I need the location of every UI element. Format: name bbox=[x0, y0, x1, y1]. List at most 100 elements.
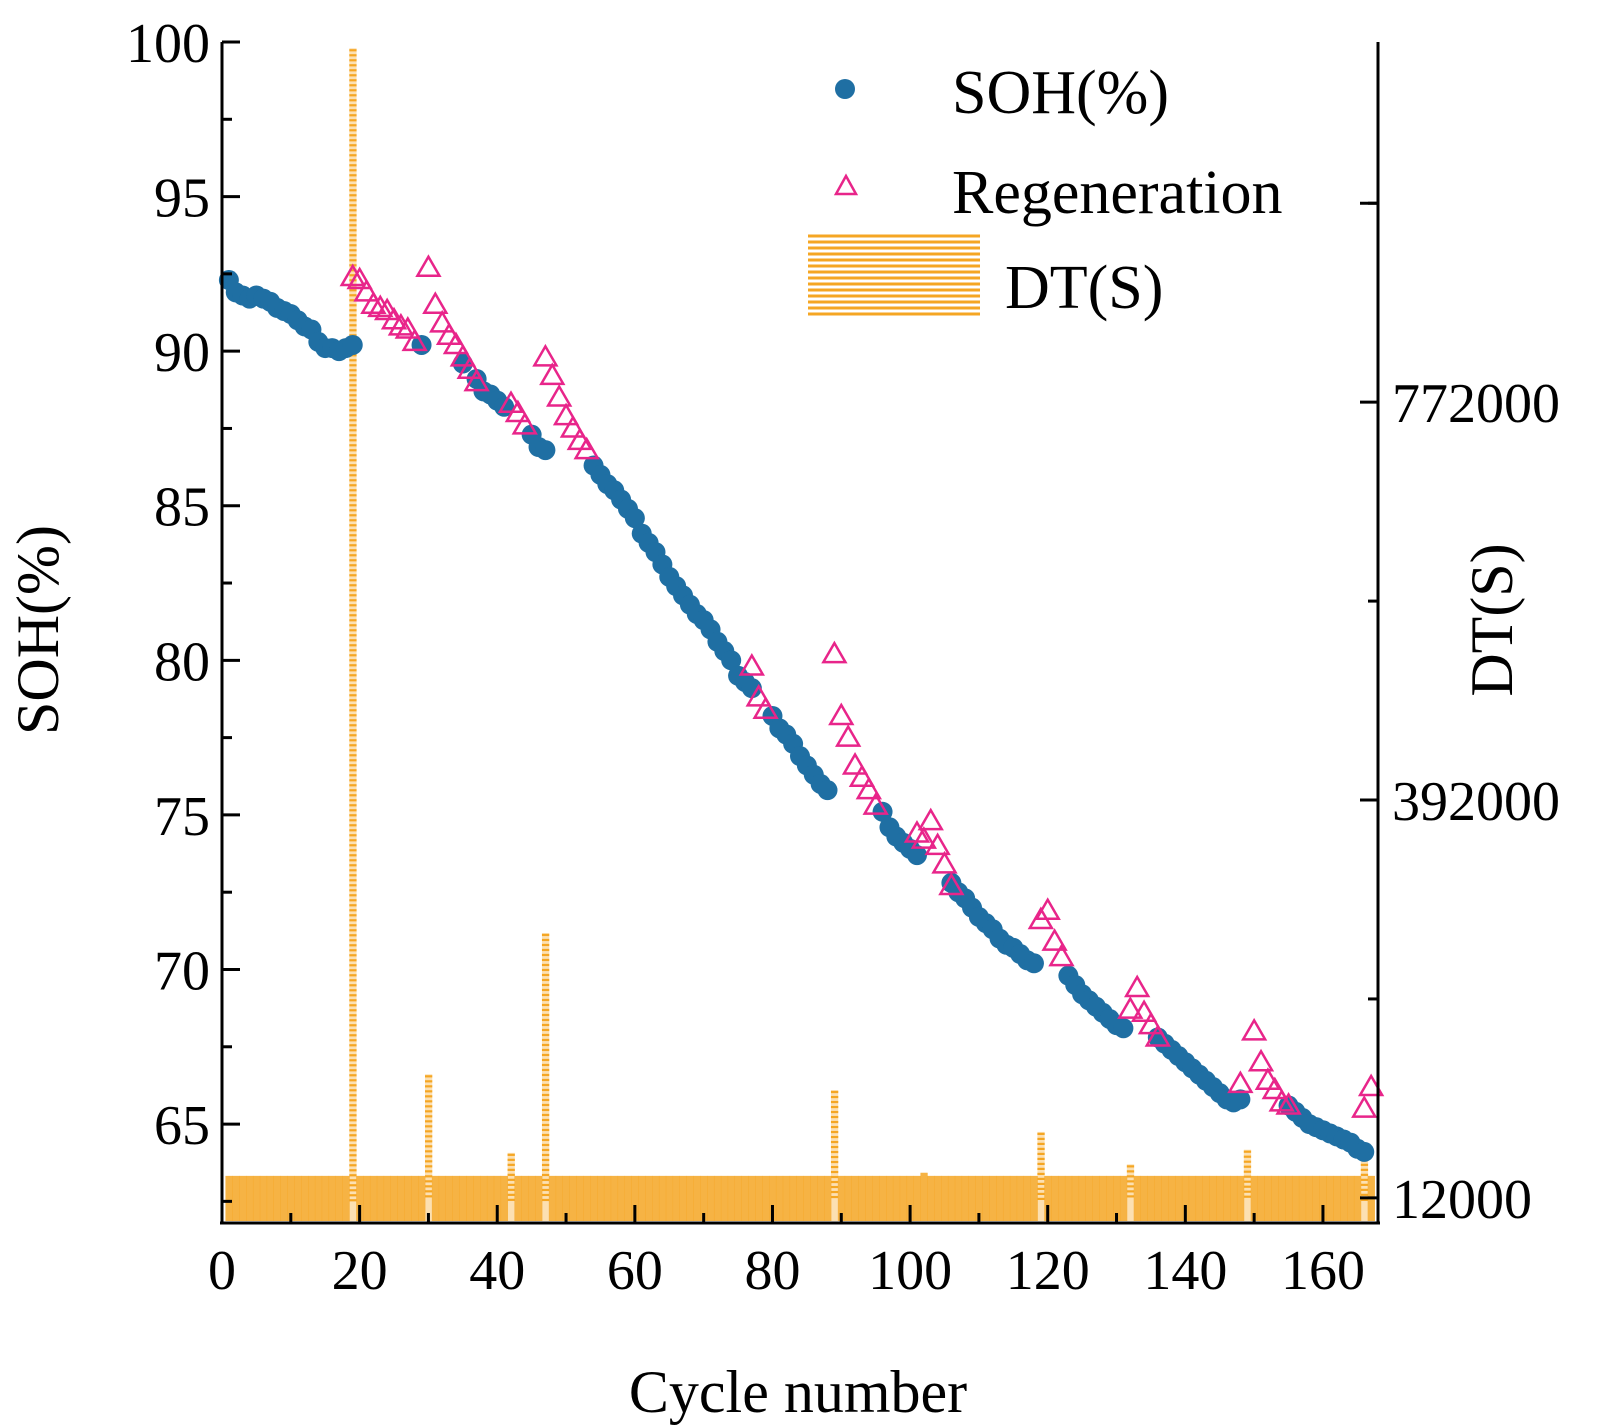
dt-bar bbox=[1209, 1175, 1217, 1221]
soh-point bbox=[1023, 953, 1044, 974]
dt-bar bbox=[1044, 1175, 1052, 1221]
dt-bar bbox=[314, 1175, 323, 1221]
dt-bar bbox=[1099, 1175, 1107, 1221]
dt-bar bbox=[308, 1175, 316, 1221]
dt-bar bbox=[686, 1175, 694, 1221]
regeneration-point bbox=[1227, 1070, 1254, 1094]
dt-bar bbox=[541, 932, 550, 1221]
regeneration-point bbox=[353, 278, 380, 302]
dt-bar bbox=[466, 1175, 474, 1221]
regeneration-point bbox=[938, 872, 965, 896]
dt-bar bbox=[597, 1175, 605, 1221]
legend-soh-label: SOH(%) bbox=[952, 59, 1169, 127]
dt-bar bbox=[1058, 1175, 1066, 1221]
regeneration-point bbox=[821, 640, 848, 664]
dt-bar bbox=[356, 1175, 364, 1221]
regeneration-point bbox=[456, 356, 483, 379]
dt-bar bbox=[947, 1175, 956, 1221]
regeneration-point bbox=[910, 826, 938, 849]
y-tick-label: 70 bbox=[154, 940, 210, 1002]
dt-bar bbox=[1113, 1175, 1121, 1221]
dt-bar bbox=[1360, 1152, 1369, 1221]
dt-bar bbox=[404, 1175, 412, 1221]
regeneration-point bbox=[1130, 999, 1158, 1023]
x-axis-title: Cycle number bbox=[629, 1359, 967, 1425]
dt-bar bbox=[431, 1175, 440, 1221]
dt-bars-layer bbox=[225, 48, 1375, 1221]
dt-bar bbox=[707, 1175, 715, 1221]
y-tick-label: 80 bbox=[154, 631, 210, 693]
dt-bar bbox=[569, 1175, 577, 1221]
dt-bar bbox=[480, 1175, 488, 1221]
regeneration-point bbox=[855, 776, 882, 800]
dt-bar bbox=[335, 1175, 343, 1221]
dt-bar bbox=[755, 1175, 763, 1221]
dt-bar bbox=[1071, 1175, 1080, 1221]
dt-bar bbox=[1009, 1175, 1018, 1221]
dt-bar bbox=[748, 1175, 756, 1221]
soh-point bbox=[741, 678, 762, 699]
regeneration-point bbox=[346, 266, 373, 290]
dt-bar bbox=[225, 1175, 233, 1221]
dt-bar bbox=[514, 1175, 522, 1221]
dt-bar bbox=[239, 1175, 247, 1221]
dt-bar-hatch bbox=[349, 49, 357, 1202]
dt-bar bbox=[1285, 1175, 1293, 1221]
dt-bar bbox=[1333, 1175, 1341, 1221]
dt-bar bbox=[1195, 1175, 1203, 1221]
dt-bar bbox=[452, 1175, 460, 1221]
dt-bar bbox=[610, 1175, 619, 1221]
soh-point bbox=[1354, 1141, 1375, 1162]
dt-bar bbox=[328, 1175, 336, 1221]
regeneration-point bbox=[422, 291, 449, 315]
x-tick-label: 120 bbox=[1006, 1240, 1090, 1302]
dt-bar bbox=[934, 1175, 942, 1221]
dt-bar bbox=[665, 1175, 674, 1221]
legend-soh-marker bbox=[835, 79, 855, 99]
regeneration-point bbox=[828, 702, 855, 726]
dt-bar bbox=[273, 1175, 281, 1221]
dt-bar bbox=[1085, 1175, 1093, 1221]
dt-bar bbox=[679, 1175, 687, 1221]
regeneration-point bbox=[1268, 1088, 1295, 1112]
dt-bar bbox=[528, 1175, 536, 1221]
dt-bar bbox=[1257, 1175, 1265, 1221]
dt-bar bbox=[246, 1175, 254, 1221]
y2-tick-label: 772000 bbox=[1392, 373, 1560, 435]
dt-bar bbox=[879, 1175, 887, 1221]
dt-bar bbox=[521, 1175, 529, 1221]
dt-bar bbox=[603, 1175, 612, 1221]
dt-bar bbox=[266, 1175, 275, 1221]
dt-bar bbox=[424, 1074, 433, 1221]
dt-bar bbox=[1230, 1175, 1238, 1221]
dt-bar bbox=[535, 1175, 543, 1221]
dt-bar bbox=[1353, 1175, 1362, 1221]
dt-bar bbox=[789, 1175, 797, 1221]
soh-point bbox=[817, 780, 838, 801]
regeneration-points-layer bbox=[339, 254, 1385, 1118]
dt-bar bbox=[782, 1175, 791, 1221]
dt-bar bbox=[817, 1175, 825, 1221]
dt-bar bbox=[493, 1175, 502, 1221]
y-tick-label: 90 bbox=[154, 322, 210, 384]
regeneration-point bbox=[339, 263, 366, 287]
dt-bar bbox=[1278, 1175, 1286, 1221]
dt-bar bbox=[658, 1175, 667, 1221]
regeneration-point bbox=[442, 331, 470, 355]
dt-bar bbox=[321, 1175, 330, 1221]
y-tick-label: 75 bbox=[154, 786, 210, 848]
regeneration-point bbox=[1240, 1017, 1268, 1041]
regeneration-point bbox=[539, 362, 566, 386]
soh-point bbox=[535, 440, 556, 461]
dt-bar bbox=[397, 1175, 405, 1221]
dt-bar bbox=[638, 1175, 646, 1221]
dt-bar bbox=[1340, 1175, 1348, 1221]
regeneration-point bbox=[1124, 974, 1151, 998]
regeneration-point bbox=[1048, 943, 1075, 967]
regeneration-point bbox=[367, 294, 394, 318]
dt-bar-hatch bbox=[1243, 1150, 1252, 1198]
y-tick-label: 95 bbox=[154, 168, 210, 230]
dt-bar-hatch bbox=[507, 1153, 515, 1201]
dt-bar bbox=[1312, 1175, 1320, 1221]
dt-bar bbox=[1347, 1175, 1355, 1221]
